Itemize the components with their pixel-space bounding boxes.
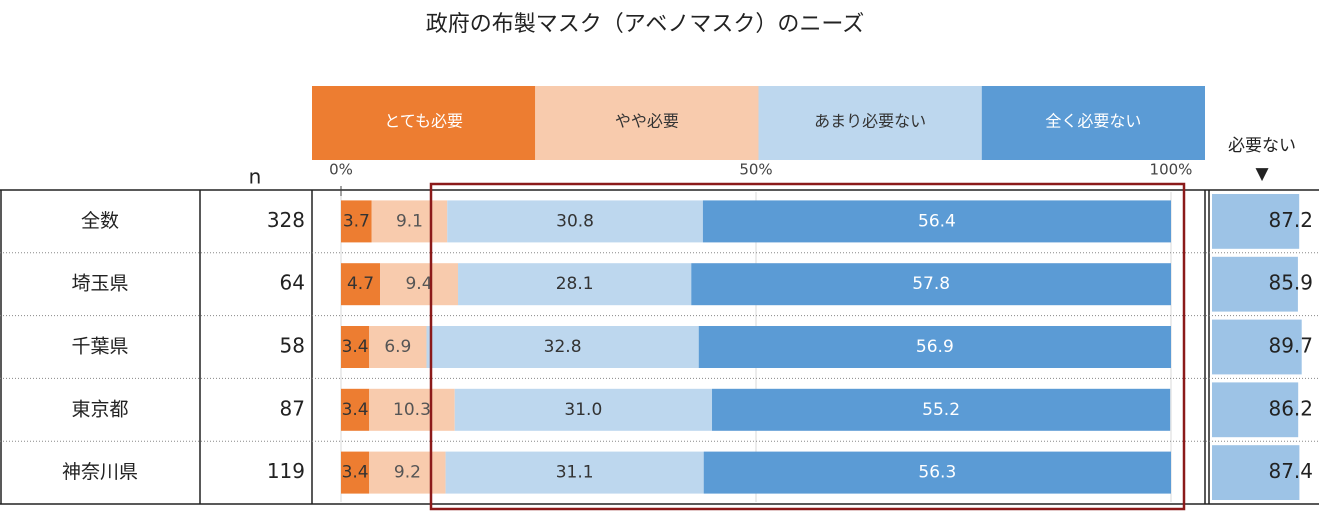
summary-marker: ▼ bbox=[1255, 164, 1269, 184]
summary-value: 87.4 bbox=[1268, 459, 1313, 483]
summary-bar bbox=[1212, 194, 1300, 249]
bar-segment bbox=[458, 263, 692, 306]
x-tick-label: 0% bbox=[329, 161, 353, 179]
value-label: 3.4 bbox=[342, 337, 369, 357]
value-label: 31.1 bbox=[556, 463, 594, 483]
bar-segment bbox=[712, 388, 1171, 431]
bar-segment bbox=[341, 263, 381, 306]
bar-segment bbox=[445, 451, 704, 494]
bar-segment bbox=[380, 263, 459, 306]
n-value: 64 bbox=[280, 271, 305, 295]
legend-label: とても必要 bbox=[384, 112, 463, 131]
value-label: 3.4 bbox=[342, 463, 369, 483]
summary-bar bbox=[1212, 382, 1299, 438]
value-label: 6.9 bbox=[384, 337, 411, 357]
bar-segment bbox=[454, 388, 713, 431]
value-label: 3.4 bbox=[342, 400, 369, 420]
n-value: 119 bbox=[267, 459, 305, 483]
value-label: 56.4 bbox=[918, 211, 956, 231]
summary-value: 86.2 bbox=[1268, 396, 1313, 420]
n-value: 87 bbox=[280, 396, 305, 420]
value-label: 56.3 bbox=[918, 463, 956, 483]
bar-segment bbox=[698, 326, 1171, 368]
summary-value: 87.2 bbox=[1268, 208, 1313, 232]
value-label: 3.7 bbox=[343, 211, 370, 231]
bar-segment bbox=[341, 451, 370, 494]
value-label: 55.2 bbox=[922, 400, 960, 420]
n-value: 328 bbox=[267, 208, 305, 232]
legend-swatch bbox=[981, 86, 1205, 160]
bar-segment bbox=[369, 326, 427, 368]
legend-swatch bbox=[535, 86, 759, 160]
value-label: 9.2 bbox=[394, 463, 421, 483]
bar-segment bbox=[341, 326, 370, 368]
bar-segment bbox=[447, 200, 703, 243]
value-label: 31.0 bbox=[564, 400, 602, 420]
summary-bar bbox=[1212, 445, 1300, 500]
n-value: 58 bbox=[280, 334, 305, 358]
x-tick-label: 100% bbox=[1150, 161, 1193, 179]
value-label: 9.4 bbox=[405, 274, 432, 294]
chart-title: 政府の布製マスク（アベノマスク）のニーズ bbox=[426, 12, 864, 37]
value-label: 10.3 bbox=[393, 400, 431, 420]
value-label: 30.8 bbox=[556, 211, 594, 231]
value-label: 9.1 bbox=[396, 211, 423, 231]
value-label: 32.8 bbox=[544, 337, 582, 357]
bar-segment bbox=[371, 200, 448, 243]
category-label: 千葉県 bbox=[71, 336, 128, 358]
n-header: n bbox=[249, 165, 262, 189]
bar-segment bbox=[369, 451, 446, 494]
bar-segment bbox=[369, 388, 455, 431]
category-label: 埼玉県 bbox=[71, 273, 128, 295]
value-label: 57.8 bbox=[912, 274, 950, 294]
bar-segment bbox=[341, 200, 372, 243]
legend-swatch bbox=[758, 86, 982, 160]
legend-label: あまり必要ない bbox=[814, 112, 926, 131]
bar-segment bbox=[703, 451, 1171, 494]
summary-value: 89.7 bbox=[1268, 334, 1313, 358]
category-label: 東京都 bbox=[71, 398, 128, 420]
value-label: 56.9 bbox=[916, 337, 954, 357]
category-label: 全数 bbox=[81, 210, 119, 232]
table-frame bbox=[0, 189, 1319, 505]
legend-swatch bbox=[312, 86, 536, 160]
bar-segment bbox=[341, 388, 370, 431]
summary-bar bbox=[1212, 256, 1298, 312]
value-label: 4.7 bbox=[347, 274, 374, 294]
x-tick-label: 50% bbox=[739, 161, 772, 179]
bar-segment bbox=[426, 326, 699, 368]
summary-bar bbox=[1212, 319, 1302, 375]
value-label: 28.1 bbox=[556, 274, 594, 294]
summary-value: 85.9 bbox=[1268, 271, 1313, 295]
bar-segment bbox=[702, 200, 1171, 243]
legend-label: 全く必要ない bbox=[1045, 112, 1141, 131]
highlight-frame bbox=[429, 182, 1186, 511]
bar-segment bbox=[691, 263, 1171, 306]
summary-header: 必要ない bbox=[1228, 136, 1296, 156]
category-label: 神奈川県 bbox=[62, 461, 138, 483]
legend-label: やや必要 bbox=[615, 112, 679, 131]
